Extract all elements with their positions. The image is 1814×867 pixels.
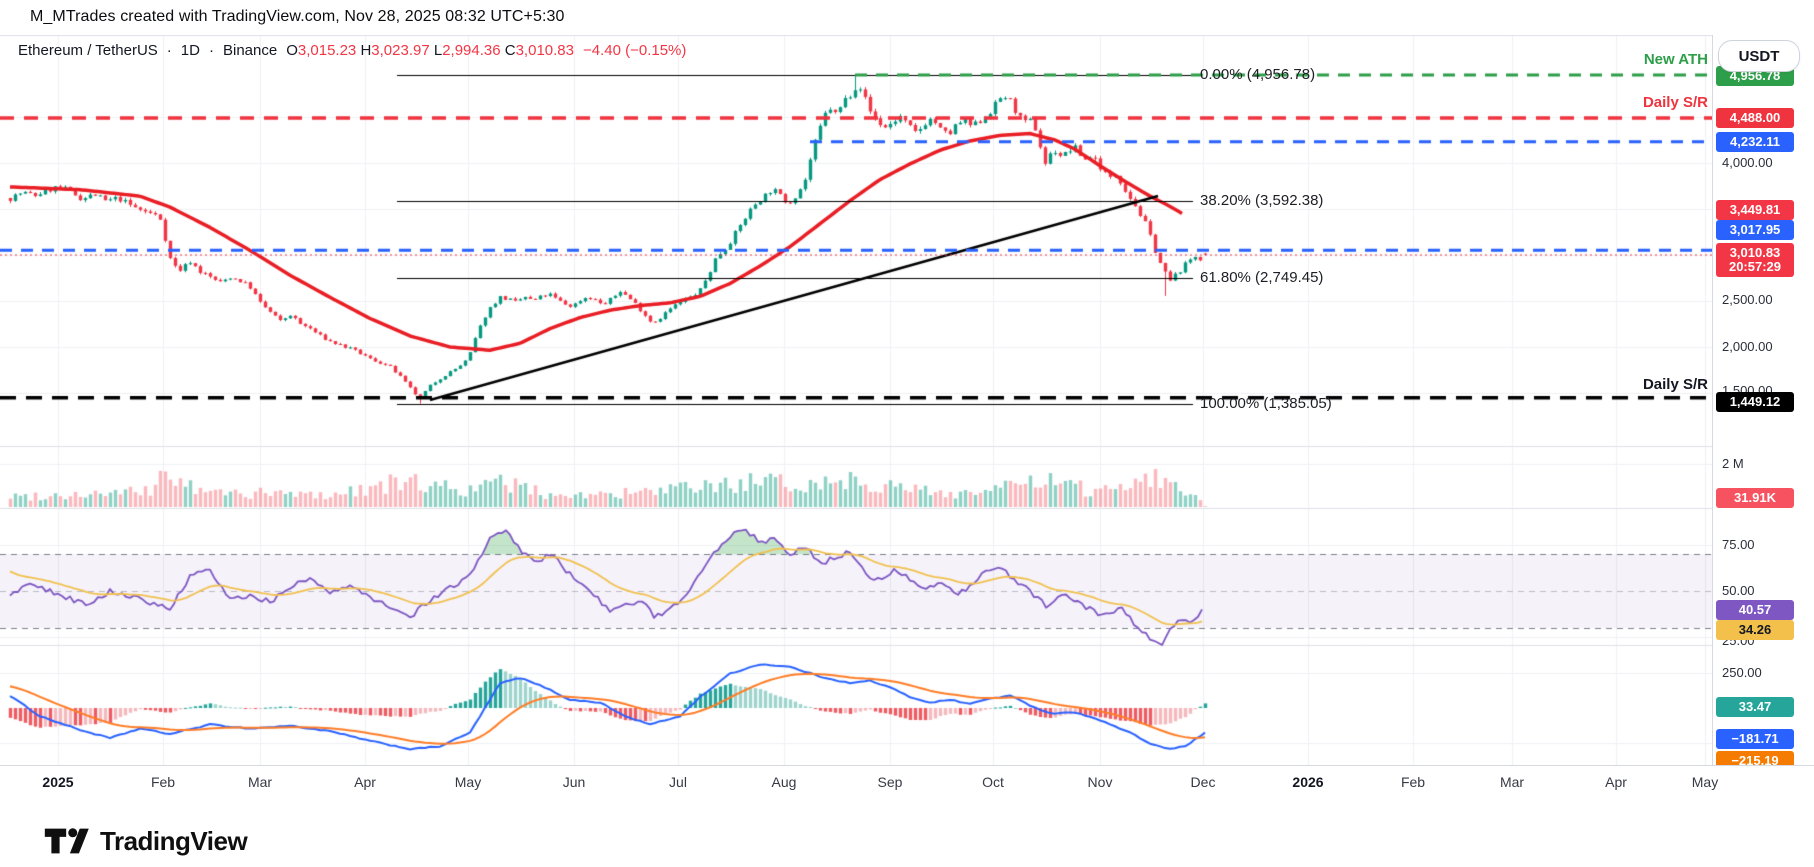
new-ath-annotation[interactable]: New ATH bbox=[1643, 51, 1708, 68]
time-axis-label: Jun bbox=[562, 774, 586, 790]
price-level-tag: −181.71 bbox=[1716, 729, 1794, 749]
ohlc-value: 3,023.97 bbox=[371, 42, 434, 59]
tradingview-glyph-icon bbox=[44, 828, 89, 854]
ohlc-key: H bbox=[360, 42, 372, 59]
ohlc-value: 3,010.83 bbox=[515, 42, 574, 59]
price-level-tag: 34.26 bbox=[1716, 620, 1794, 640]
time-axis-label: Apr bbox=[1605, 774, 1627, 790]
time-axis-label: Jul bbox=[669, 774, 687, 790]
time-axis-label: Dec bbox=[1190, 774, 1216, 790]
tradingview-wordmark: TradingView bbox=[100, 825, 248, 856]
price-level-tag: 33.47 bbox=[1716, 697, 1794, 717]
price-axis-tick: 2 M bbox=[1722, 456, 1744, 471]
time-axis-label: Feb bbox=[150, 774, 176, 790]
ohlc-key: O bbox=[286, 42, 298, 59]
interval-label: 1D bbox=[180, 42, 200, 59]
time-axis-label: Oct bbox=[982, 774, 1004, 790]
price-level-tag: 40.57 bbox=[1716, 600, 1794, 620]
daily-sr-bottom-annotation[interactable]: Daily S/R bbox=[1642, 376, 1708, 393]
current-price-tag: 3,010.83 20:57:29 bbox=[1716, 243, 1794, 277]
ohlc-values: O3,015.23 H3,023.97 L2,994.36 C3,010.83 bbox=[286, 42, 574, 59]
time-axis-label: 2025 bbox=[42, 774, 74, 790]
time-axis-label: Feb bbox=[1400, 774, 1426, 790]
time-axis-label: Aug bbox=[771, 774, 797, 790]
time-axis-label: Sep bbox=[877, 774, 903, 790]
currency-toggle-button[interactable]: USDT bbox=[1718, 40, 1800, 72]
fib-level-label[interactable]: 100.00% (1,385.05) bbox=[1200, 394, 1332, 412]
time-axis-label: May bbox=[1691, 774, 1719, 790]
price-axis-tick: 50.00 bbox=[1722, 583, 1755, 598]
fib-level-label[interactable]: 0.00% (4,956.78) bbox=[1200, 65, 1316, 83]
exchange-label: Binance bbox=[222, 42, 278, 59]
time-axis-label: May bbox=[454, 774, 482, 790]
price-level-tag: 1,449.12 bbox=[1716, 392, 1794, 412]
ohlc-value: 2,994.36 bbox=[442, 42, 505, 59]
symbol-name: Ethereum / TetherUS bbox=[18, 42, 158, 59]
price-axis-tick: 75.00 bbox=[1722, 537, 1755, 552]
legend-separator-1: · bbox=[166, 42, 172, 59]
bar-countdown: 20:57:29 bbox=[1728, 259, 1782, 274]
ohlc-value: 3,015.23 bbox=[297, 42, 361, 59]
time-axis-label: Apr bbox=[354, 774, 376, 790]
page-title: M_MTrades created with TradingView.com, … bbox=[30, 8, 565, 25]
time-axis-label: Mar bbox=[1499, 774, 1525, 790]
time-axis-label: Nov bbox=[1087, 774, 1113, 790]
fib-level-label[interactable]: 38.20% (3,592.38) bbox=[1200, 191, 1324, 209]
price-axis-tick: 4,000.00 bbox=[1722, 155, 1773, 170]
time-axis[interactable]: 2025 Feb Mar Apr May Jun Jul Aug Sep Oct Nov Dec 202… bbox=[0, 765, 1814, 804]
legend-separator-2: · bbox=[208, 42, 214, 59]
price-axis-tick: 2,000.00 bbox=[1722, 339, 1773, 354]
price-axis[interactable]: 4,000.00 2,500.00 2,000.00 1,500.00 2 M 75.00… bbox=[1712, 35, 1814, 800]
ohlc-key: L bbox=[433, 42, 443, 59]
fib-level-label[interactable]: 61.80% (2,749.45) bbox=[1200, 269, 1324, 287]
price-level-tag: 4,232.11 bbox=[1716, 132, 1794, 152]
price-axis-tick: 2,500.00 bbox=[1722, 292, 1773, 307]
price-axis-tick: 250.00 bbox=[1722, 665, 1762, 680]
time-axis-label: 2026 bbox=[1292, 774, 1324, 790]
daily-sr-top-annotation[interactable]: Daily S/R bbox=[1642, 94, 1708, 111]
price-level-tag: 3,017.95 bbox=[1716, 220, 1794, 240]
time-axis-label: Mar bbox=[247, 774, 273, 790]
symbol-legend[interactable]: Ethereum / TetherUS · 1D · Binance O3,01… bbox=[18, 42, 686, 59]
price-level-tag: 4,488.00 bbox=[1716, 108, 1794, 128]
change-value: −4.40 (−0.15%) bbox=[582, 42, 687, 59]
ohlc-key: C bbox=[504, 42, 516, 59]
price-level-tag: 31.91K bbox=[1716, 488, 1794, 508]
tradingview-logo[interactable]: TradingView bbox=[44, 824, 248, 858]
price-level-tag: 3,449.81 bbox=[1716, 200, 1794, 220]
